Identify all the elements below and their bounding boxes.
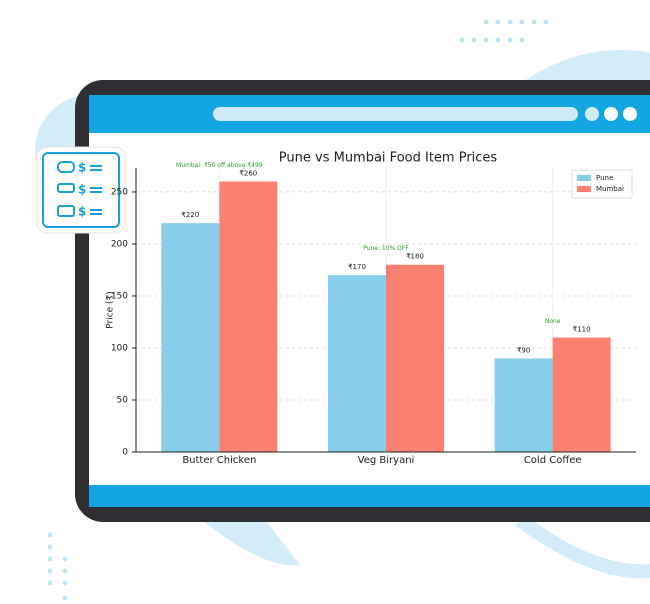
bar [386,264,444,452]
value-label: ₹110 [573,326,591,334]
legend-box [571,169,633,199]
legend-label: Mumbai [596,185,624,193]
x-tick-label: Cold Coffee [524,455,582,466]
annotation: None [545,318,561,325]
annotation: Pune: 10% OFF [363,245,409,252]
svg-text:$: $ [78,205,86,219]
y-tick-label: 250 [111,187,128,197]
value-label: ₹170 [348,263,366,271]
value-label: ₹260 [239,170,257,178]
x-tick-label: Veg Biryani [358,455,415,466]
value-label: ₹90 [517,346,530,354]
y-tick-label: 50 [117,395,129,405]
value-label: ₹180 [406,253,424,261]
y-axis-label: Price (₹) [106,291,116,329]
y-tick-label: 150 [111,291,128,301]
annotation: Mumbai: ₹50 off above ₹499 [176,162,263,169]
y-tick-label: 200 [111,239,128,249]
y-tick-label: 0 [122,448,128,458]
svg-text:$: $ [78,161,86,175]
x-tick-label: Butter Chicken [182,455,256,466]
bar [494,358,553,452]
bar [219,181,278,452]
legend-swatch [577,175,591,181]
legend-label: Pune [596,174,613,182]
bar [328,275,386,452]
bar [161,223,220,452]
y-tick-label: 100 [111,343,128,353]
chart-title: Pune vs Mumbai Food Item Prices [279,151,498,166]
svg-text:$: $ [78,183,86,197]
bar [552,337,611,452]
value-label: ₹220 [181,211,199,219]
legend-swatch [577,186,591,192]
